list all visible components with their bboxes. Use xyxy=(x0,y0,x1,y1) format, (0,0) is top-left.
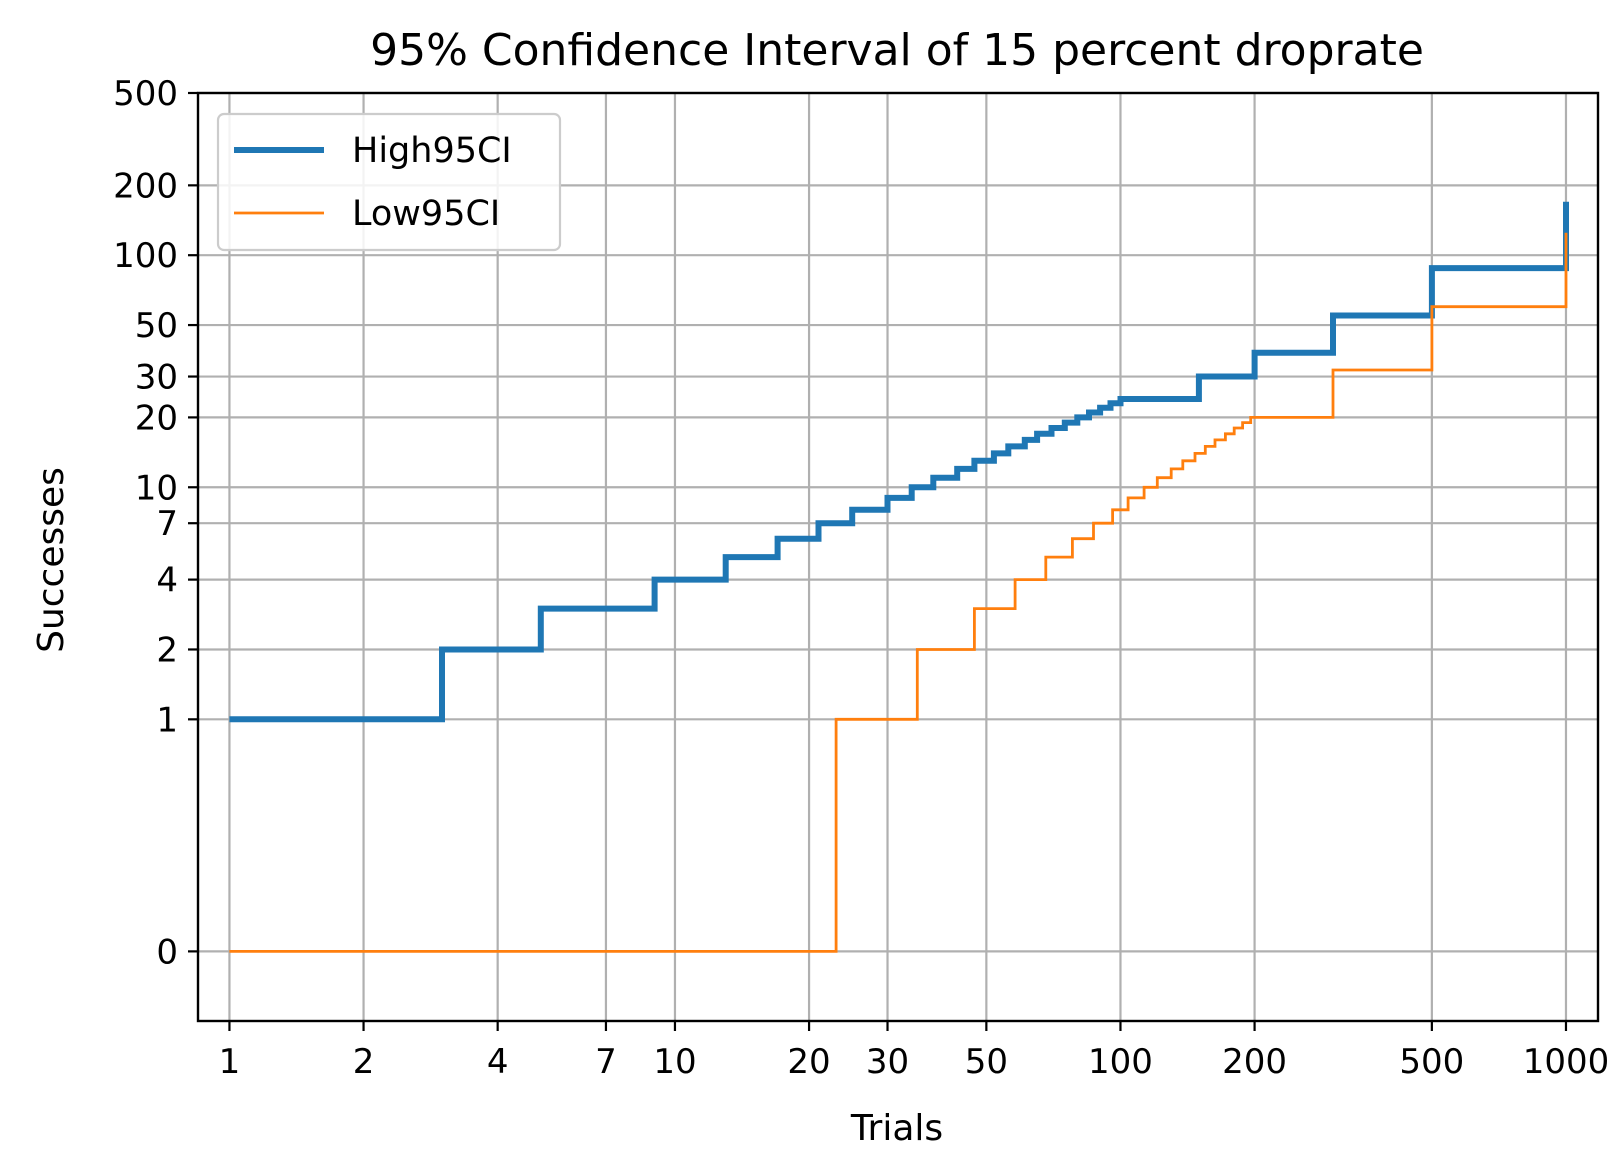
legend: High95CI Low95CI xyxy=(216,112,562,252)
y-tick-label: 2 xyxy=(156,630,178,670)
x-tick-label: 30 xyxy=(866,1042,909,1082)
axis-ticks: 1 2 4 7 10 20 30 50 100 200 500 1000012471020305010… xyxy=(113,74,1609,1082)
x-tick-label: 50 xyxy=(965,1042,1008,1082)
y-tick-label: 7 xyxy=(156,504,178,544)
y-tick-label: 500 xyxy=(113,74,178,114)
series-line-low95ci xyxy=(229,232,1568,953)
y-tick-label: 200 xyxy=(113,166,178,206)
x-tick-label: 1000 xyxy=(1523,1042,1610,1082)
chart-title: 95% Confidence Interval of 15 percent dr… xyxy=(370,25,1424,76)
legend-label-low95ci: Low95CI xyxy=(352,194,500,234)
x-axis-label: Trials xyxy=(850,1108,943,1149)
x-tick-label: 1 xyxy=(219,1042,241,1082)
y-tick-label: 20 xyxy=(135,398,178,438)
x-tick-label: 200 xyxy=(1222,1042,1287,1082)
axes-frame xyxy=(196,91,1600,1023)
x-tick-label: 4 xyxy=(487,1042,509,1082)
series-line-high95ci xyxy=(229,201,1569,723)
y-axis-label: Successes xyxy=(31,467,72,653)
y-tick-label: 50 xyxy=(135,306,178,346)
y-tick-label: 1 xyxy=(156,700,178,740)
x-tick-label: 100 xyxy=(1088,1042,1153,1082)
y-tick-label: 30 xyxy=(135,358,178,398)
y-tick-label: 4 xyxy=(156,561,178,601)
x-tick-label: 20 xyxy=(787,1042,830,1082)
series-lines xyxy=(229,201,1569,953)
legend-label-high95ci: High95CI xyxy=(352,131,512,171)
y-tick-label: 100 xyxy=(113,236,178,276)
x-tick-label: 10 xyxy=(653,1042,696,1082)
x-tick-label: 2 xyxy=(353,1042,375,1082)
x-tick-label: 7 xyxy=(595,1042,617,1082)
y-tick-label: 10 xyxy=(135,468,178,508)
y-tick-label: 0 xyxy=(156,932,178,972)
x-tick-label: 500 xyxy=(1399,1042,1464,1082)
